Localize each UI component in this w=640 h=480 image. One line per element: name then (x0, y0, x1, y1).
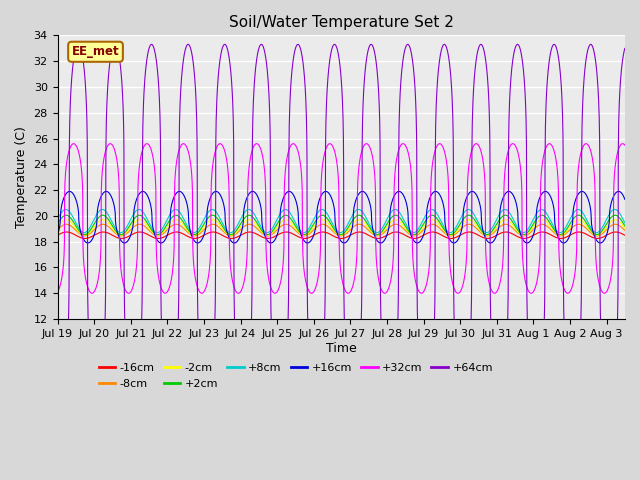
Title: Soil/Water Temperature Set 2: Soil/Water Temperature Set 2 (228, 15, 454, 30)
Text: EE_met: EE_met (72, 45, 119, 58)
-2cm (450, 231, 458, 237)
+32cm (449, 283, 457, 289)
-8cm (621, 228, 628, 233)
X-axis label: Time: Time (326, 342, 356, 355)
+8cm (480, 228, 488, 234)
+2cm (54, 221, 61, 227)
Line: +64cm: +64cm (58, 44, 625, 393)
-16cm (413, 235, 421, 241)
-8cm (483, 233, 491, 239)
-2cm (234, 228, 241, 233)
-8cm (63, 221, 70, 227)
+8cm (62, 206, 70, 212)
+64cm (413, 296, 421, 301)
+16cm (449, 240, 457, 246)
+16cm (621, 196, 628, 202)
-8cm (234, 230, 241, 236)
-8cm (450, 232, 458, 238)
Line: -8cm: -8cm (58, 224, 625, 236)
+8cm (621, 220, 628, 226)
+8cm (413, 228, 421, 233)
+32cm (619, 141, 627, 146)
+64cm (450, 281, 458, 287)
-8cm (413, 232, 421, 238)
-2cm (621, 225, 628, 231)
+64cm (449, 156, 457, 161)
+2cm (413, 230, 421, 236)
-2cm (355, 217, 363, 223)
-2cm (522, 232, 530, 238)
Line: -16cm: -16cm (58, 232, 625, 239)
+8cm (234, 222, 241, 228)
+2cm (556, 232, 564, 238)
+2cm (621, 223, 628, 229)
+64cm (294, 41, 301, 47)
-2cm (81, 232, 88, 238)
+2cm (449, 230, 457, 236)
+16cm (450, 240, 458, 246)
+16cm (480, 230, 488, 236)
-16cm (450, 235, 458, 241)
+32cm (54, 289, 61, 295)
-8cm (522, 233, 530, 239)
+64cm (522, 105, 529, 110)
Line: +2cm: +2cm (58, 215, 625, 235)
+8cm (522, 228, 530, 234)
+32cm (450, 284, 458, 290)
+16cm (413, 240, 421, 246)
+32cm (234, 290, 241, 296)
Line: +8cm: +8cm (58, 209, 625, 233)
+64cm (621, 46, 628, 51)
-16cm (522, 235, 530, 241)
+64cm (54, 385, 61, 391)
+32cm (198, 290, 205, 296)
+64cm (568, 390, 576, 396)
Legend: -16cm, -8cm, -2cm, +2cm, +8cm, +16cm, +32cm, +64cm: -16cm, -8cm, -2cm, +2cm, +8cm, +16cm, +3… (94, 359, 497, 393)
+64cm (480, 47, 488, 52)
Line: +32cm: +32cm (58, 144, 625, 293)
+2cm (522, 231, 529, 237)
-8cm (480, 232, 488, 238)
-2cm (54, 224, 61, 230)
+32cm (413, 285, 421, 290)
+8cm (54, 216, 61, 222)
-2cm (450, 231, 458, 237)
+32cm (522, 280, 529, 286)
-16cm (54, 232, 61, 238)
-8cm (54, 227, 61, 233)
Line: -2cm: -2cm (58, 220, 625, 235)
+32cm (621, 142, 628, 148)
+2cm (136, 212, 143, 218)
-16cm (621, 232, 628, 238)
+32cm (480, 163, 488, 169)
+8cm (449, 228, 457, 234)
+16cm (234, 238, 241, 244)
+8cm (450, 228, 458, 233)
-16cm (450, 235, 458, 241)
+2cm (234, 226, 241, 231)
+16cm (54, 232, 61, 238)
-16cm (136, 229, 144, 235)
-16cm (234, 234, 241, 240)
+16cm (522, 240, 529, 245)
+16cm (524, 240, 531, 246)
-2cm (480, 231, 488, 237)
-16cm (480, 235, 488, 241)
-8cm (449, 232, 457, 238)
Y-axis label: Temperature (C): Temperature (C) (15, 126, 28, 228)
+2cm (450, 230, 458, 236)
+8cm (483, 230, 490, 236)
+2cm (480, 230, 488, 236)
-16cm (264, 236, 272, 241)
Line: +16cm: +16cm (58, 192, 625, 243)
+16cm (102, 189, 110, 194)
-2cm (413, 231, 421, 237)
+64cm (234, 367, 241, 373)
